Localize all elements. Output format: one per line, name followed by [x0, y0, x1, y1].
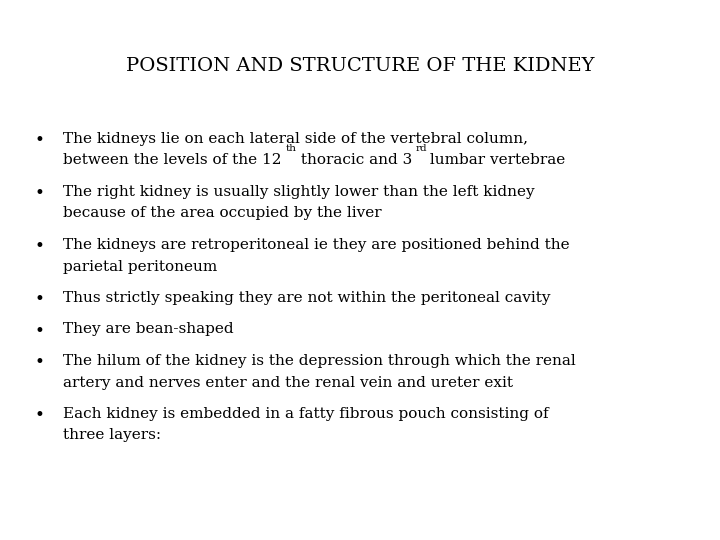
Text: artery and nerves enter and the renal vein and ureter exit: artery and nerves enter and the renal ve…: [63, 375, 513, 389]
Text: •: •: [35, 238, 45, 255]
Text: between the levels of the 12: between the levels of the 12: [63, 153, 282, 167]
Text: •: •: [35, 132, 45, 149]
Text: th: th: [286, 144, 297, 153]
Text: parietal peritoneum: parietal peritoneum: [63, 260, 217, 273]
Text: POSITION AND STRUCTURE OF THE KIDNEY: POSITION AND STRUCTURE OF THE KIDNEY: [126, 57, 594, 75]
Text: Thus strictly speaking they are not within the peritoneal cavity: Thus strictly speaking they are not with…: [63, 291, 551, 305]
Text: The kidneys are retroperitoneal ie they are positioned behind the: The kidneys are retroperitoneal ie they …: [63, 238, 570, 252]
Text: The kidneys lie on each lateral side of the vertebral column,: The kidneys lie on each lateral side of …: [63, 132, 528, 146]
Text: rd: rd: [415, 144, 427, 153]
Text: The hilum of the kidney is the depression through which the renal: The hilum of the kidney is the depressio…: [63, 354, 576, 368]
Text: Each kidney is embedded in a fatty fibrous pouch consisting of: Each kidney is embedded in a fatty fibro…: [63, 407, 549, 421]
Text: •: •: [35, 185, 45, 202]
Text: because of the area occupied by the liver: because of the area occupied by the live…: [63, 206, 382, 220]
Text: three layers:: three layers:: [63, 429, 161, 442]
Text: •: •: [35, 354, 45, 371]
Text: •: •: [35, 322, 45, 340]
Text: The right kidney is usually slightly lower than the left kidney: The right kidney is usually slightly low…: [63, 185, 535, 199]
Text: thoracic and 3: thoracic and 3: [296, 153, 412, 167]
Text: They are bean-shaped: They are bean-shaped: [63, 322, 234, 336]
Text: •: •: [35, 291, 45, 308]
Text: lumbar vertebrae: lumbar vertebrae: [425, 153, 565, 167]
Text: •: •: [35, 407, 45, 424]
